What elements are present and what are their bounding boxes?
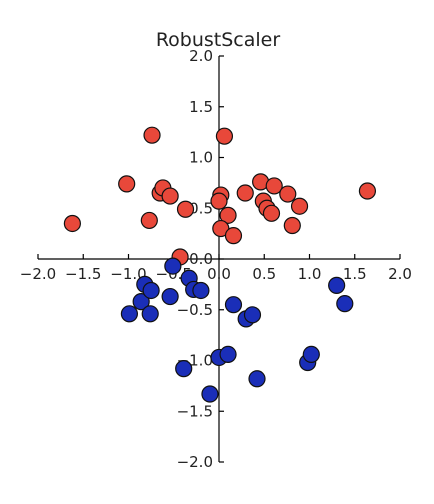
data-point (120, 305, 139, 323)
data-point (118, 175, 136, 193)
data-point (140, 211, 158, 230)
data-point (201, 385, 219, 403)
data-point (142, 281, 160, 300)
y-tick-label: 2.0 (189, 47, 213, 65)
data-point (279, 185, 297, 203)
data-point (192, 281, 210, 300)
data-point (224, 296, 243, 314)
data-point (219, 206, 237, 224)
series-blue (120, 257, 354, 403)
y-tick-label: −0.5 (177, 301, 213, 319)
y-tick-label: 0.5 (189, 199, 213, 217)
x-tick-label: −1.5 (65, 265, 101, 283)
data-point (336, 295, 354, 313)
data-point (132, 293, 150, 311)
data-point (328, 276, 346, 294)
x-tick-label: 0.0 (207, 265, 231, 283)
data-point (219, 345, 237, 364)
data-point (63, 214, 81, 233)
x-tick-label: 0.5 (252, 265, 276, 283)
chart-title: RobustScaler (156, 29, 281, 51)
x-tick-label: 1.0 (298, 265, 322, 283)
data-point (262, 204, 281, 222)
data-point (290, 197, 309, 215)
y-tick-label: 0.0 (189, 250, 213, 268)
y-tick-label: −1.5 (177, 402, 213, 420)
data-point (175, 360, 193, 378)
data-point (215, 127, 234, 145)
data-point (176, 200, 195, 218)
data-point (161, 287, 179, 306)
series-red (63, 126, 377, 266)
x-tick-label: −1.0 (110, 265, 146, 283)
x-tick-label: −2.0 (20, 265, 56, 283)
data-point (236, 184, 254, 202)
data-point (248, 370, 266, 388)
data-point (161, 187, 179, 205)
data-points (63, 126, 377, 403)
axes: −2.0−1.5−1.0−0.50.00.51.01.52.0−2.0−1.5−… (20, 47, 412, 471)
data-point (243, 306, 262, 324)
y-tick-label: −2.0 (177, 453, 213, 471)
data-point (141, 305, 159, 323)
data-point (265, 177, 283, 195)
data-point (143, 126, 161, 144)
x-tick-label: 2.0 (388, 265, 412, 283)
data-point (224, 227, 243, 245)
data-point (210, 192, 228, 210)
data-point (358, 182, 377, 200)
y-tick-label: 1.0 (189, 149, 213, 167)
data-point (302, 345, 320, 364)
data-point (283, 216, 301, 235)
y-tick-label: 1.5 (189, 98, 213, 116)
data-point (164, 257, 182, 275)
x-tick-label: 1.5 (343, 265, 367, 283)
